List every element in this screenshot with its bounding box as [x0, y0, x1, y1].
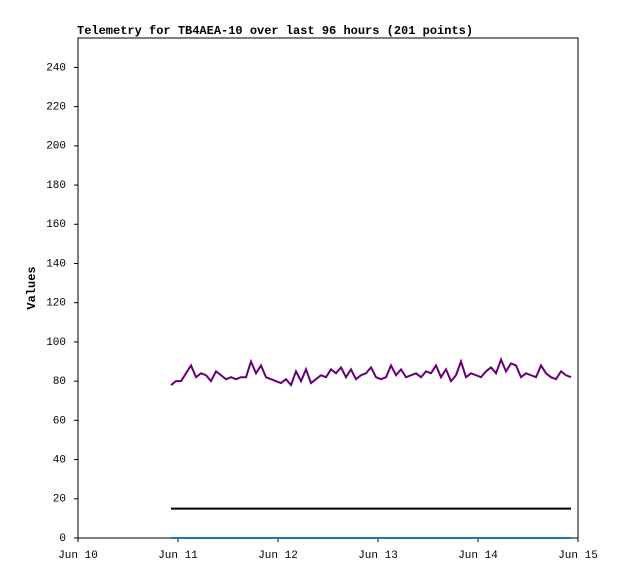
- y-tick-label: 40: [53, 454, 66, 466]
- x-tick-label: Jun 14: [458, 550, 498, 562]
- y-tick-label: 160: [46, 219, 66, 231]
- y-tick-label: 20: [53, 494, 66, 506]
- x-tick-label: Jun 15: [558, 550, 598, 562]
- chart-title: Telemetry for TB4AEA-10 over last 96 hou…: [77, 24, 473, 38]
- y-tick-label: 140: [46, 258, 66, 270]
- x-tick-label: Jun 11: [158, 550, 198, 562]
- x-tick-label: Jun 10: [58, 550, 98, 562]
- y-tick-label: 0: [59, 533, 66, 545]
- y-axis-label: Values: [25, 266, 39, 309]
- y-tick-label: 80: [53, 376, 66, 388]
- y-tick-label: 180: [46, 180, 66, 192]
- series-line: [170, 356, 572, 388]
- x-tick-label: Jun 13: [358, 550, 398, 562]
- y-tick-label: 200: [46, 141, 66, 153]
- y-tick-label: 220: [46, 102, 66, 114]
- y-tick-label: 60: [53, 415, 66, 427]
- y-tick-label: 240: [46, 62, 66, 74]
- y-tick-label: 120: [46, 298, 66, 310]
- x-tick-label: Jun 12: [258, 550, 298, 562]
- y-tick-label: 100: [46, 337, 66, 349]
